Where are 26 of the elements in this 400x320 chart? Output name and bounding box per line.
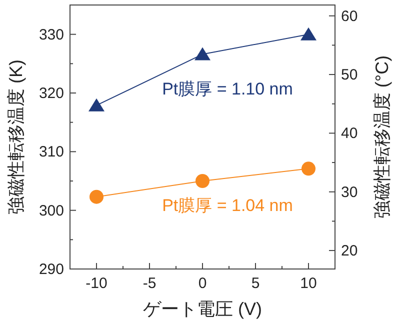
x-tick-label: 5: [251, 275, 260, 292]
y-tick-label: 330: [38, 26, 64, 44]
y2-tick-label: 30: [341, 184, 358, 201]
x-tick-label: 10: [300, 275, 317, 292]
point: [194, 47, 210, 60]
point: [196, 174, 210, 188]
point: [90, 190, 104, 204]
y-tick-label: 300: [38, 202, 64, 220]
series-label: Pt膜厚 = 1.04 nm: [162, 196, 293, 215]
y2-tick-label: 40: [341, 125, 358, 142]
point: [88, 98, 104, 112]
y-tick-label: 290: [38, 261, 64, 278]
x-tick-label: -10: [86, 275, 108, 292]
y2-tick-label: 50: [341, 66, 358, 84]
series-label: Pt膜厚 = 1.10 nm: [162, 79, 293, 98]
x-axis-title: ゲート電圧 (V): [143, 299, 262, 319]
y-tick-label: 320: [38, 85, 64, 102]
x-tick-label: -5: [142, 275, 156, 292]
point: [302, 162, 316, 176]
y2-tick-label: 20: [341, 242, 358, 260]
point: [300, 27, 316, 40]
y-tick-label: 310: [38, 144, 64, 161]
y2-axis-title: 強磁性転移温度 (°C): [372, 55, 392, 219]
y-axis-title: 強磁性転移温度 (K): [6, 60, 26, 214]
y2-tick-label: 60: [341, 8, 358, 25]
x-tick-label: 0: [198, 275, 207, 292]
